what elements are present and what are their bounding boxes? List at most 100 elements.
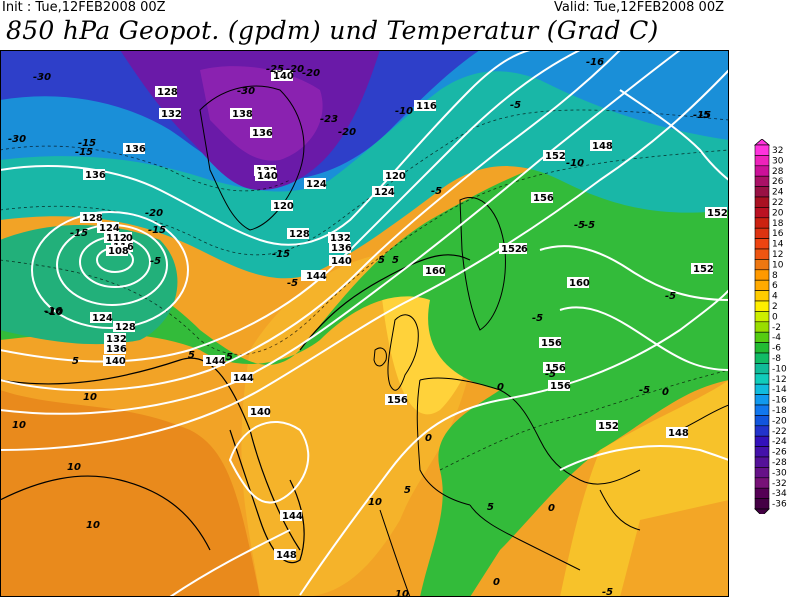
temp-label: -20 [302,68,320,79]
height-label: 136 [85,170,106,181]
legend-swatch [754,415,770,427]
temp-label: -25 [266,64,284,75]
legend-swatch [754,363,770,375]
legend-swatch [754,269,770,281]
legend-label: -36 [772,500,787,510]
legend-label: -32 [772,479,787,489]
height-labels: 128 132 136 136 140 138 136 132 128 124 [80,70,728,561]
legend-swatch [754,227,770,239]
height-label: 136 [252,128,273,139]
valid-time-label: Valid: Tue,12FEB2008 00Z [554,0,724,15]
temp-label: -5 [602,587,613,597]
legend-label: -22 [772,427,787,437]
temp-label: 5 [188,350,195,361]
temp-label: 5 [392,255,399,266]
legend-bar: 32302826242220181614121086420-2-4-6-8-10… [753,138,787,517]
legend-swatch [754,217,770,229]
legend-label: 26 [772,177,784,187]
temp-label: -5 [532,313,543,324]
height-label: 144 [233,373,254,384]
legend-label: 24 [772,188,784,198]
temp-label: 5 [226,352,233,363]
height-label: 112 [106,233,127,244]
height-label: 136 [106,344,127,355]
legend-swatch [754,425,770,437]
legend-label: 14 [772,240,784,250]
legend-label: -14 [772,385,787,395]
temp-label: 10 [12,420,26,431]
temp-label: -5 [584,220,595,231]
temp-label: -16 [44,306,62,317]
legend-swatch [754,196,770,208]
temp-label: 10 [395,589,409,597]
height-label: 140 [257,171,278,182]
legend-label: -30 [772,468,787,478]
temp-label: -5 [150,256,161,267]
legend-swatch [754,175,770,187]
height-label: 128 [157,87,178,98]
legend-swatch [754,477,770,489]
legend-label: -18 [772,406,787,416]
height-label: 116 [416,101,437,112]
legend-label: 2 [772,302,778,312]
temp-label: -5 [545,369,556,380]
legend-swatches [754,144,770,510]
legend-swatch [754,467,770,479]
temp-label: -5 [287,278,298,289]
height-label: 128 [82,213,103,224]
legend-swatch [754,311,770,323]
legend-swatch [754,290,770,302]
height-label: 152 [545,151,566,162]
legend-label: -10 [772,364,787,374]
legend-label: -8 [772,354,781,364]
legend-label: -28 [772,458,787,468]
legend-label: -12 [772,375,787,385]
temp-label: -20 [338,127,356,138]
temp-label: -5 [699,110,710,121]
height-label: 124 [92,313,113,324]
legend-swatch [754,300,770,312]
temp-label: -15 [75,147,93,158]
temperature-labels: -30 -20 -25 -20 -30 -23 -30 -20 -15 -20 … [8,57,711,597]
legend-label: 10 [772,260,784,270]
legend-label: -24 [772,437,787,447]
height-label: 156 [541,338,562,349]
legend-swatch [754,373,770,385]
legend-swatch [754,352,770,364]
height-label: 120 [273,201,294,212]
height-label: 156 [533,193,554,204]
height-label: 152 [693,264,714,275]
legend-labels: 32302826242220181614121086420-2-4-6-8-10… [772,146,787,510]
height-label: 136 [125,144,146,155]
legend-label: 30 [772,156,784,166]
legend-label: 20 [772,208,784,218]
height-label: 140 [250,407,271,418]
temp-label: 0 [548,503,555,514]
height-label: 140 [331,256,352,267]
height-label: 152 [707,208,728,219]
legend-swatch [754,155,770,167]
temp-label: -23 [320,114,338,125]
temp-label: -16 [586,57,604,68]
legend-label: 18 [772,219,784,229]
low-pressure-region [0,225,178,345]
legend-label: 16 [772,229,784,239]
legend-swatch [754,342,770,354]
temp-label: -20 [286,64,304,75]
legend-swatch [754,394,770,406]
temp-label: 0 [493,577,500,588]
legend-bottom-arrow [754,508,770,517]
legend-label: -16 [772,396,787,406]
height-label: 132 [161,109,182,120]
legend-swatch [754,331,770,343]
height-label: 160 [425,266,446,277]
coastlines [199,85,729,597]
legend-swatch [754,456,770,468]
legend-swatch [754,446,770,458]
legend-swatch [754,435,770,447]
legend-swatch [754,259,770,271]
legend-swatch [754,487,770,499]
height-label: 136 [331,243,352,254]
temp-label: -30 [8,134,26,145]
height-label: 148 [592,141,613,152]
